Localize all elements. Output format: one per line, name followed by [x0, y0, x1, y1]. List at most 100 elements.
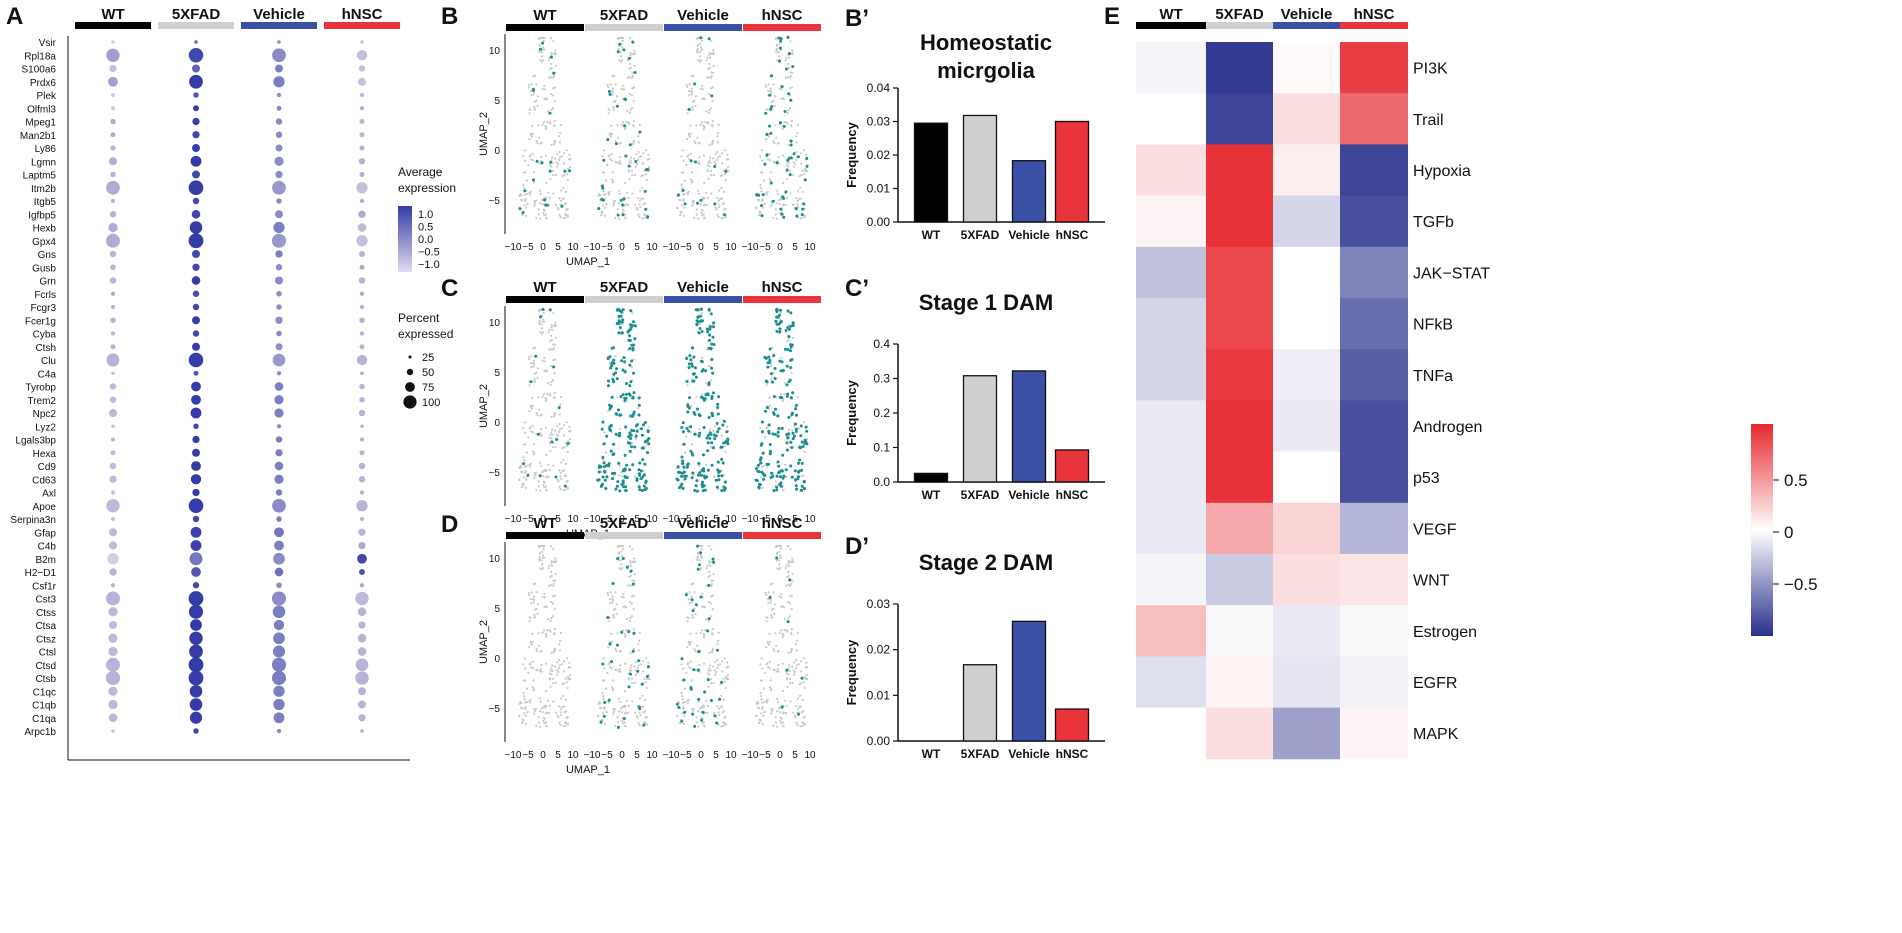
- umap-highlight-point: [760, 204, 763, 208]
- umap-highlight-point: [611, 380, 615, 383]
- umap-highlight-point: [623, 124, 627, 128]
- umap-point: [529, 362, 533, 365]
- umap-point: [791, 71, 794, 74]
- umap-point: [644, 173, 648, 176]
- umap-highlight-point: [789, 143, 793, 147]
- umap-point: [556, 671, 560, 674]
- umap-highlight-point: [697, 462, 701, 465]
- umap-header-5XFAD: 5XFAD: [600, 7, 649, 24]
- umap-highlight-point: [635, 477, 639, 481]
- umap-point: [706, 164, 709, 167]
- umap-point: [707, 161, 710, 164]
- umap-highlight-point: [621, 318, 625, 322]
- umap-highlight-point: [612, 452, 616, 456]
- umap-highlight-point: [689, 686, 693, 689]
- legend-color-tick: 0.0: [418, 234, 433, 246]
- umap-point: [716, 664, 720, 667]
- umap-point: [555, 161, 558, 164]
- umap-point: [561, 175, 564, 178]
- dotplot-dot: [188, 352, 204, 368]
- bar-y-tick: 0.02: [867, 643, 891, 657]
- dotplot-gene-label: Cd63: [32, 475, 56, 486]
- umap-point: [618, 668, 621, 671]
- umap-point: [637, 150, 640, 154]
- umap-point: [549, 575, 552, 579]
- umap-point: [633, 49, 636, 52]
- dotplot-gene-label: Arpc1b: [24, 727, 56, 738]
- legend-size-title-1: Percent: [398, 311, 440, 325]
- umap-highlight-point: [646, 215, 650, 219]
- umap-point: [523, 657, 526, 660]
- umap-point: [559, 711, 562, 714]
- umap-point: [547, 382, 550, 385]
- umap-highlight-point: [701, 485, 704, 489]
- dotplot-header-bar-WT: [75, 22, 151, 29]
- umap-point: [628, 177, 631, 180]
- umap-highlight-point: [616, 557, 620, 561]
- umap-point: [532, 595, 535, 598]
- umap-highlight-point: [601, 420, 605, 424]
- umap-point: [542, 39, 545, 43]
- umap-highlight-point: [601, 475, 605, 479]
- umap-highlight-point: [602, 442, 606, 446]
- umap-point: [690, 679, 693, 682]
- umap-point: [562, 217, 565, 220]
- heatmap-cell: [1206, 246, 1273, 299]
- umap-highlight-point: [701, 368, 705, 372]
- dotplot-dot: [274, 408, 284, 418]
- umap-point: [780, 605, 783, 609]
- umap-highlight-point: [605, 434, 609, 438]
- umap-point: [550, 415, 553, 418]
- umap-point: [603, 706, 606, 709]
- umap-point: [710, 548, 713, 551]
- dotplot-dot: [276, 92, 282, 98]
- bar-WT: [913, 472, 949, 483]
- dotplot-dot: [192, 435, 200, 444]
- umap-highlight-point: [624, 425, 628, 429]
- umap-highlight-point: [697, 649, 701, 653]
- umap-x-tick: −10: [584, 514, 601, 525]
- umap-point: [548, 672, 551, 675]
- umap-header-bar-Vehicle: [664, 24, 742, 31]
- umap-point: [559, 475, 562, 478]
- umap-highlight-point: [794, 404, 798, 407]
- umap-highlight-point: [693, 412, 697, 416]
- dotplot-header-Vehicle: Vehicle: [253, 6, 305, 23]
- dotplot-dot: [107, 553, 119, 565]
- dotplot-dot: [271, 670, 287, 686]
- dotplot-gene-label: Clu: [41, 356, 56, 367]
- umap-point: [696, 48, 699, 51]
- umap-highlight-point: [707, 37, 711, 41]
- umap-point: [765, 138, 768, 141]
- umap-point: [690, 93, 693, 96]
- umap-point: [552, 192, 555, 195]
- umap-point: [623, 662, 627, 665]
- umap-highlight-point: [783, 347, 787, 351]
- umap-header-bar-5XFAD: [585, 24, 663, 31]
- umap-highlight-point: [687, 362, 691, 366]
- umap-point: [631, 579, 634, 582]
- umap-point: [716, 197, 719, 200]
- umap-point: [549, 449, 552, 452]
- umap-highlight-point: [616, 50, 620, 54]
- umap-point: [767, 83, 770, 86]
- dotplot-gene-label: Plek: [37, 91, 57, 102]
- umap-point: [619, 559, 623, 562]
- umap-highlight-point: [781, 368, 785, 372]
- umap-x-tick: 10: [646, 750, 658, 761]
- umap-point: [603, 171, 606, 174]
- umap-highlight-point: [715, 485, 719, 489]
- umap-point: [777, 649, 780, 653]
- umap-highlight-point: [617, 331, 621, 335]
- umap-point: [793, 714, 796, 717]
- umap-point: [553, 124, 556, 127]
- umap-point: [539, 461, 542, 464]
- umap-highlight-point: [610, 364, 614, 367]
- umap-point: [550, 338, 554, 341]
- umap-point: [521, 471, 524, 474]
- umap-point: [801, 724, 804, 727]
- umap-highlight-point: [768, 443, 772, 446]
- umap-highlight-point: [784, 468, 788, 472]
- umap-highlight-point: [563, 484, 567, 488]
- umap-point: [795, 150, 798, 154]
